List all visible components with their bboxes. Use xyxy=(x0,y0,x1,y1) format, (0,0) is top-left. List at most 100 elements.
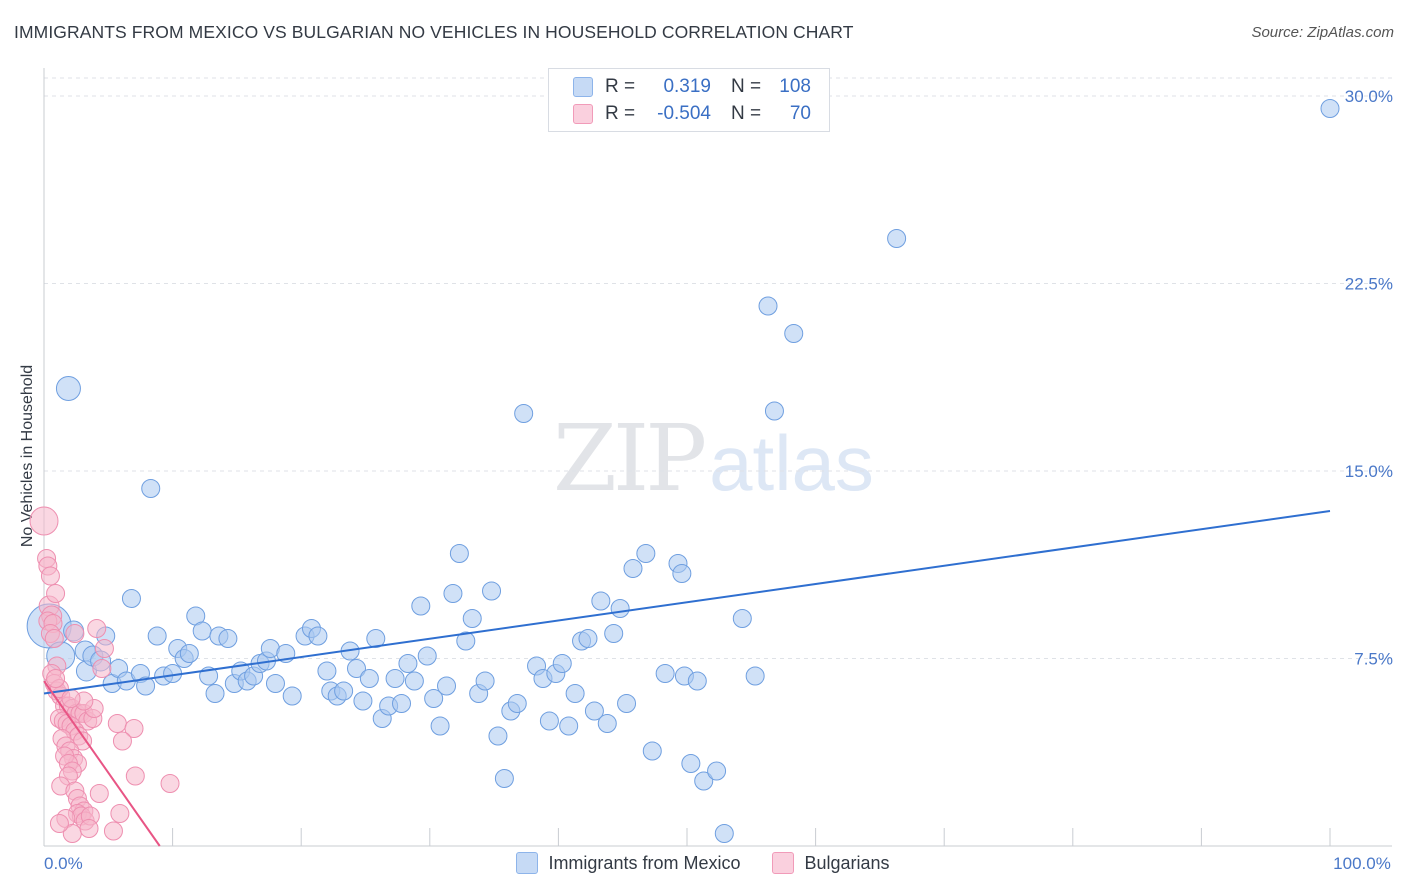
legend-row-mexico: R = 0.319 N = 108 xyxy=(573,74,811,100)
source-label: Source: ZipAtlas.com xyxy=(1251,24,1394,41)
point-bulgarians xyxy=(79,819,99,838)
point-mexico xyxy=(514,404,534,423)
legend-n-value: 70 xyxy=(789,103,811,124)
legend-swatch-bulgarians xyxy=(772,852,795,874)
point-mexico xyxy=(617,694,637,713)
watermark-atlas: atlas xyxy=(709,419,874,507)
trend-line-bulgarians xyxy=(43,680,161,847)
y-tick-label: 7.5% xyxy=(1354,650,1393,669)
point-mexico xyxy=(623,559,643,578)
stats-legend: R = 0.319 N = 108 R = -0.504 N = 70 xyxy=(548,68,830,132)
point-mexico xyxy=(308,626,328,646)
point-mexico xyxy=(385,669,405,688)
point-mexico xyxy=(205,684,225,703)
axes xyxy=(43,68,1392,847)
point-mexico xyxy=(694,771,714,791)
point-bulgarians xyxy=(49,814,69,833)
point-mexico xyxy=(578,629,598,648)
legend-n-value: 108 xyxy=(779,76,811,97)
point-bulgarians xyxy=(112,731,132,751)
x-tick-label: 0.0% xyxy=(44,854,83,873)
point-mexico xyxy=(192,621,212,641)
point-mexico xyxy=(482,581,502,601)
point-mexico xyxy=(707,761,727,781)
point-mexico xyxy=(456,631,476,651)
point-mexico xyxy=(784,324,804,343)
point-mexico xyxy=(539,711,559,731)
point-mexico xyxy=(417,646,437,666)
legend-r-label: R = xyxy=(605,103,636,124)
point-mexico xyxy=(642,741,662,761)
trend-line-mexico xyxy=(43,510,1331,695)
legend-label-mexico: Immigrants from Mexico xyxy=(548,852,741,873)
point-mexico xyxy=(55,376,81,401)
point-bulgarians xyxy=(46,669,66,688)
point-mexico xyxy=(443,584,463,603)
point-mexico xyxy=(334,681,354,701)
point-mexico xyxy=(559,716,579,736)
point-mexico xyxy=(758,296,778,316)
point-mexico xyxy=(147,626,167,646)
point-mexico xyxy=(424,689,444,708)
point-mexico xyxy=(584,701,604,721)
point-mexico xyxy=(732,609,752,628)
legend-r-value: 0.319 xyxy=(663,76,711,97)
point-mexico xyxy=(597,714,617,733)
point-mexico xyxy=(141,479,161,498)
gridlines xyxy=(44,77,1392,659)
series-bulgarians xyxy=(29,506,180,843)
point-mexico xyxy=(353,691,373,711)
legend-r-value: -0.504 xyxy=(657,103,711,124)
point-mexico xyxy=(565,684,585,703)
point-bulgarians xyxy=(94,639,114,658)
point-mexico xyxy=(121,589,141,608)
point-mexico xyxy=(604,624,624,643)
legend-item-mexico[interactable]: Immigrants from Mexico xyxy=(516,852,740,874)
point-mexico xyxy=(488,726,508,746)
point-mexico xyxy=(136,676,156,696)
point-mexico xyxy=(392,694,412,713)
point-bulgarians xyxy=(125,766,145,786)
point-mexico xyxy=(366,629,386,648)
watermark: ZIPatlas xyxy=(553,405,874,512)
legend-r-label: R = xyxy=(605,76,636,97)
y-tick-label: 22.5% xyxy=(1345,275,1393,294)
point-bulgarians xyxy=(29,506,59,536)
point-mexico xyxy=(672,564,692,583)
legend-item-bulgarians[interactable]: Bulgarians xyxy=(772,852,890,874)
point-mexico xyxy=(282,686,302,706)
watermark-zip: ZIP xyxy=(553,405,707,512)
x-tick-label: 100.0% xyxy=(1333,854,1391,873)
point-mexico xyxy=(359,669,379,688)
point-mexico xyxy=(346,659,366,678)
legend-row-bulgarians: R = -0.504 N = 70 xyxy=(573,101,811,127)
point-mexico xyxy=(764,401,784,421)
point-bulgarians xyxy=(110,804,130,823)
point-mexico xyxy=(655,664,675,683)
tick-labels: 7.5% 15.0% 22.5% 30.0% 0.0% 100.0% xyxy=(44,87,1393,873)
point-mexico xyxy=(404,671,424,691)
data-points xyxy=(26,99,1340,843)
point-mexico xyxy=(398,654,418,673)
point-mexico xyxy=(179,644,199,663)
point-mexico xyxy=(449,544,469,563)
y-tick-label: 30.0% xyxy=(1345,87,1393,106)
trend-lines xyxy=(43,510,1331,847)
point-mexico xyxy=(591,591,611,611)
y-tick-label: 15.0% xyxy=(1345,462,1393,481)
point-mexico xyxy=(411,596,431,616)
point-mexico xyxy=(462,609,482,628)
point-mexico xyxy=(430,716,450,736)
point-bulgarians xyxy=(160,774,180,793)
point-bulgarians xyxy=(103,821,123,841)
legend-swatch-bulgarians xyxy=(573,104,593,124)
point-bulgarians xyxy=(44,629,64,648)
point-mexico xyxy=(475,671,495,691)
legend-n-label: N = xyxy=(731,103,762,124)
point-bulgarians xyxy=(107,714,127,733)
point-mexico xyxy=(681,754,701,773)
point-mexico xyxy=(610,599,630,618)
point-mexico xyxy=(714,824,734,843)
point-bulgarians xyxy=(61,689,81,708)
